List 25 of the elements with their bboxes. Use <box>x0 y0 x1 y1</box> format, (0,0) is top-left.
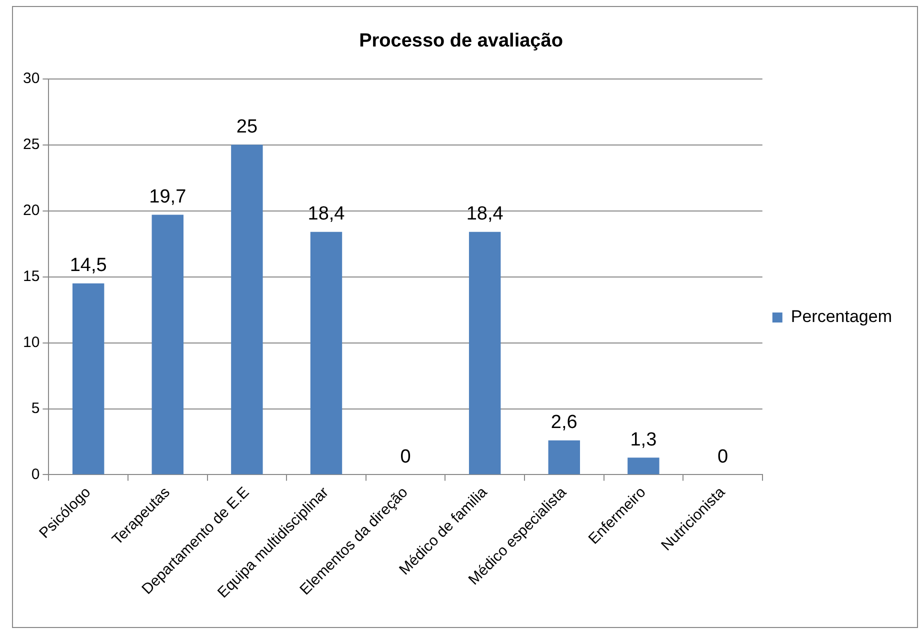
bar <box>548 440 580 474</box>
data-label: 2,6 <box>550 412 578 434</box>
y-tick-label: 20 <box>22 202 40 219</box>
y-tick-label: 0 <box>31 466 40 483</box>
y-tick-label: 15 <box>22 268 40 285</box>
legend-label: Percentagem <box>790 307 892 326</box>
bar <box>231 144 263 474</box>
data-label: 25 <box>236 116 258 138</box>
data-label: 14,5 <box>70 255 107 276</box>
bar <box>310 232 342 474</box>
y-tick-label: 30 <box>22 70 40 87</box>
chart-title: Processo de avaliação <box>359 30 563 52</box>
y-tick-label: 5 <box>31 400 40 417</box>
bar <box>628 458 660 474</box>
bar <box>72 283 104 474</box>
data-label: 19,7 <box>149 186 186 208</box>
data-label: 0 <box>400 446 411 468</box>
bar <box>468 232 501 474</box>
y-tick-label: 10 <box>22 334 40 351</box>
bar <box>152 214 184 474</box>
data-label: 18,4 <box>308 204 346 225</box>
data-label: 18,4 <box>466 204 504 225</box>
data-label: 1,3 <box>630 429 657 450</box>
y-tick-label: 25 <box>22 136 40 153</box>
data-label: 0 <box>717 446 728 468</box>
